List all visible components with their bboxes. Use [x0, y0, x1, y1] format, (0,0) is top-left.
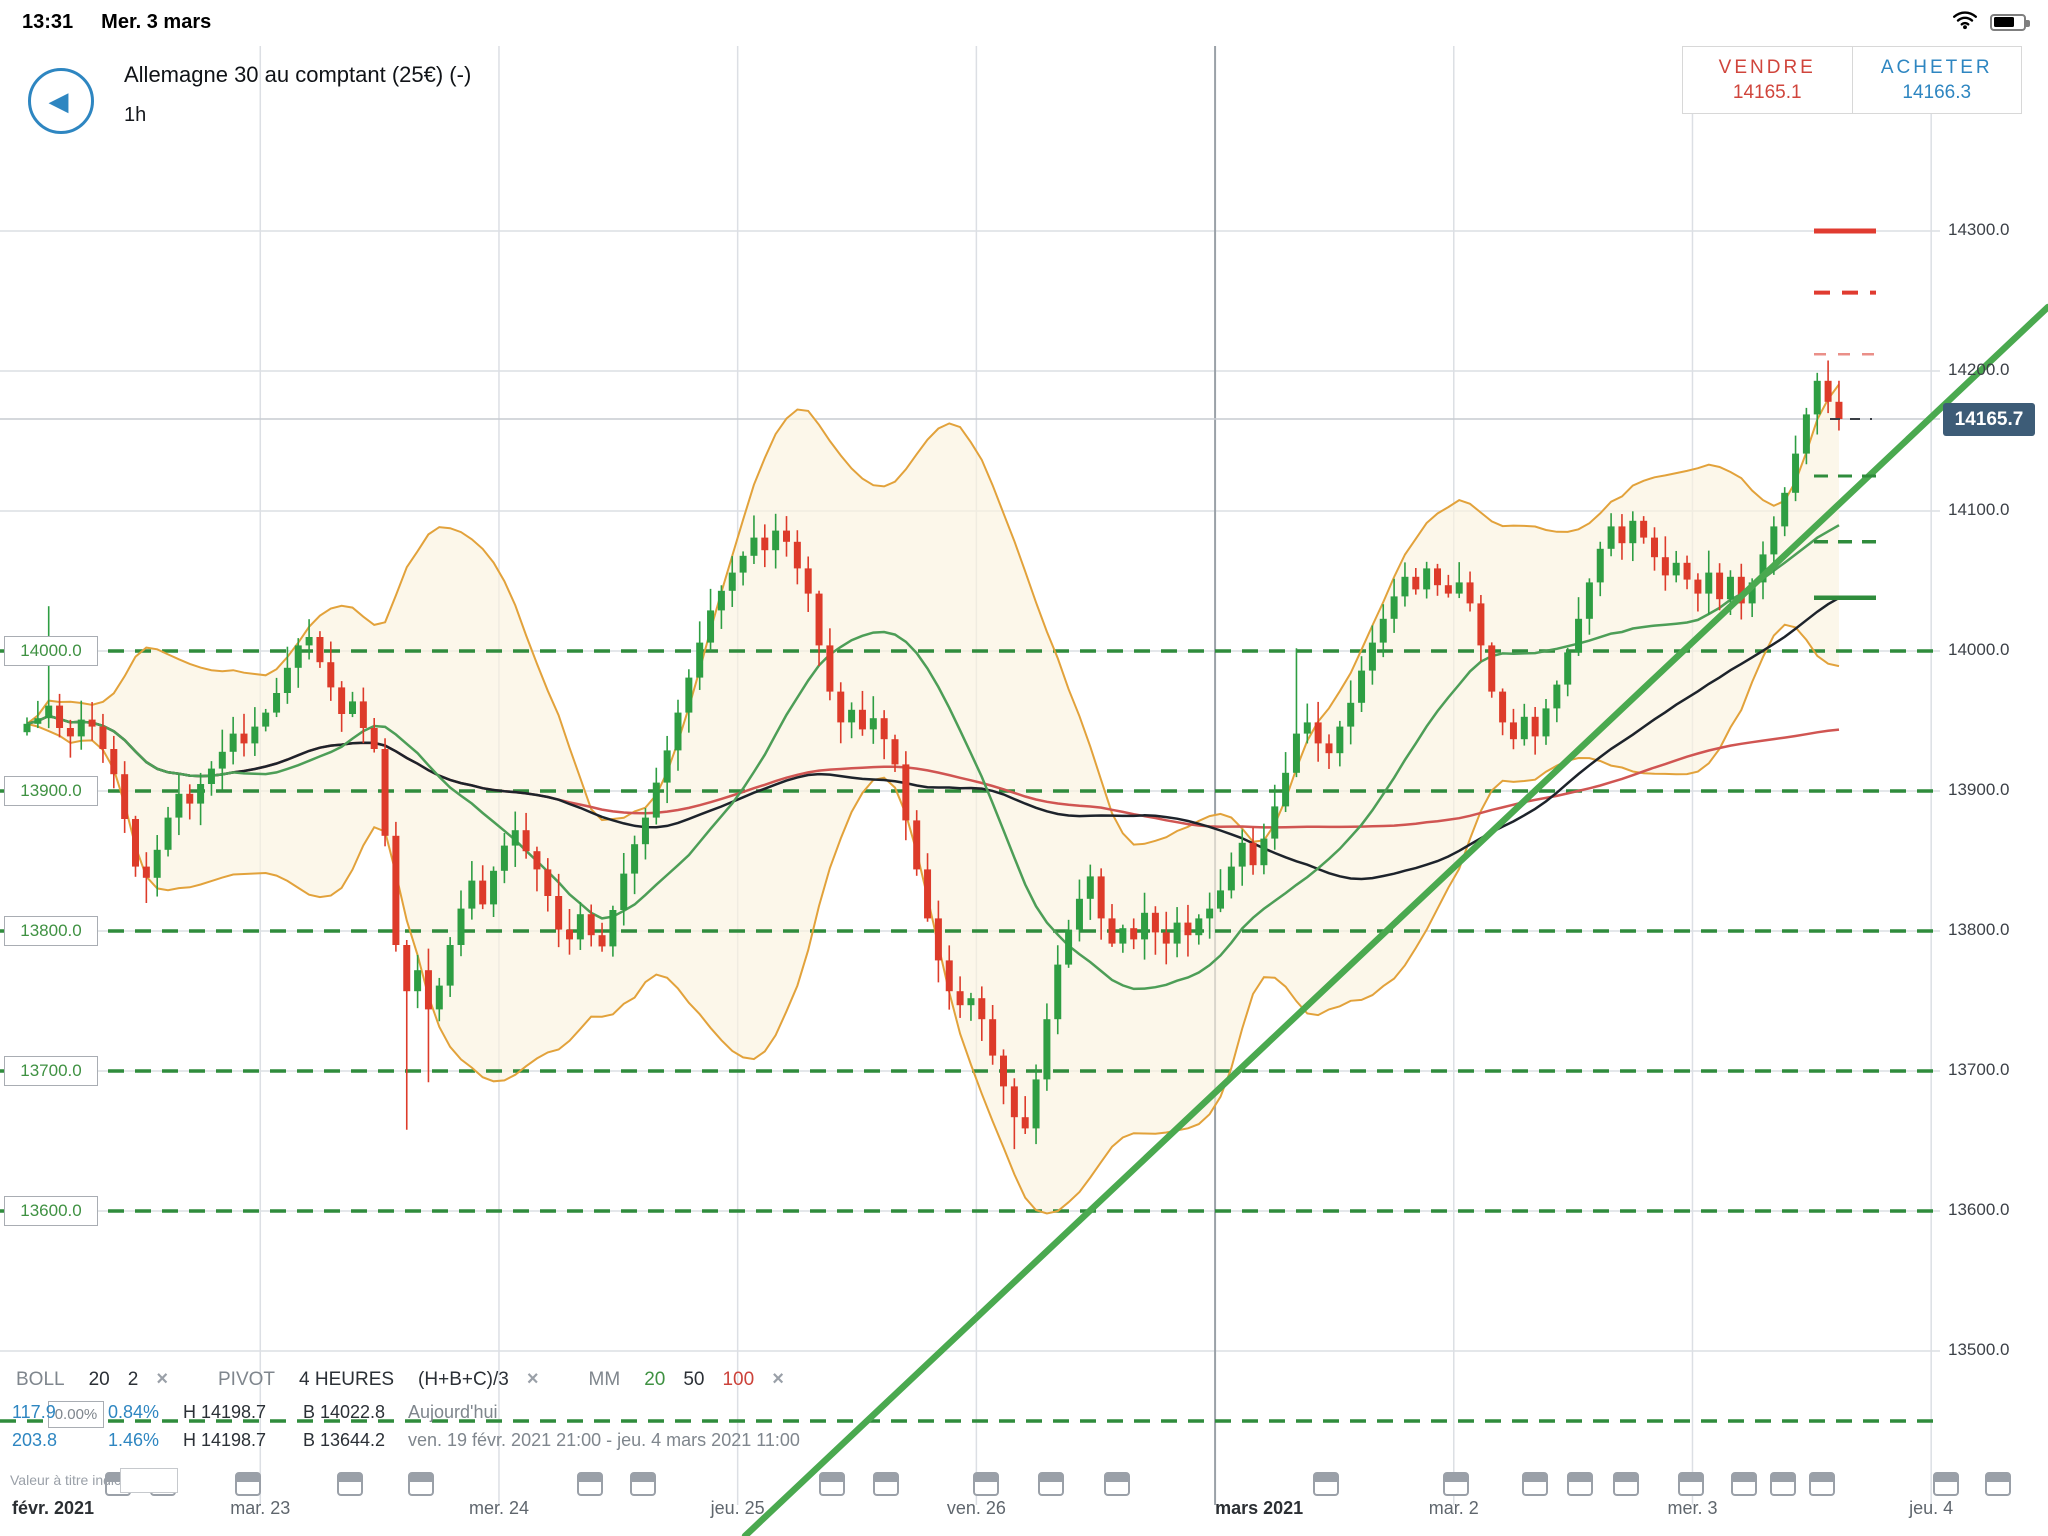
status-bar: 13:31 Mer. 3 mars — [0, 0, 2048, 40]
calendar-event-icon[interactable] — [1613, 1472, 1639, 1496]
calendar-event-icon[interactable] — [1313, 1472, 1339, 1496]
mm-indicator-label[interactable]: MM — [588, 1368, 621, 1390]
battery-icon — [1990, 13, 2030, 31]
timeframe-selector[interactable]: 1h — [124, 104, 147, 126]
instrument-title: Allemagne 30 au comptant (25€) (-) — [124, 62, 472, 87]
calendar-event-icon[interactable] — [1731, 1472, 1757, 1496]
indicator-bar: BOLL 20 2 × PIVOT 4 HEURES (H+B+C)/3 × M… — [16, 1368, 784, 1391]
pivot-period: 4 HEURES — [299, 1368, 395, 1390]
calendar-event-icon[interactable] — [1678, 1472, 1704, 1496]
price-axis-label: 14100.0 — [1948, 500, 2010, 519]
price-axis-label: 13600.0 — [1948, 1200, 2010, 1219]
boll-width-value: 117.9 — [12, 1402, 56, 1422]
date-axis-label: mars 2021 — [1215, 1498, 1304, 1518]
price-axis-label: 13700.0 — [1948, 1060, 2010, 1079]
status-date: Mer. 3 mars — [101, 10, 212, 33]
price-axis-label: 14200.0 — [1948, 360, 2010, 379]
date-axis-label: mer. 3 — [1667, 1498, 1718, 1518]
calendar-event-icon[interactable] — [1443, 1472, 1469, 1496]
back-arrow-icon: ◀ — [48, 86, 69, 116]
pivot-price-label: 14000.0 — [4, 636, 98, 666]
mm-period-20: 20 — [644, 1368, 666, 1390]
clock: 13:31 — [22, 10, 74, 33]
boll-deviation: 2 — [127, 1368, 139, 1390]
day-range-label: Aujourd'hui — [408, 1402, 498, 1422]
pivot-price-label: 13700.0 — [4, 1056, 98, 1086]
price-axis-label: 13800.0 — [1948, 920, 2010, 939]
price-axis-label: 13900.0 — [1948, 780, 2010, 799]
boll-width-percent: 0.84% — [108, 1402, 160, 1422]
sell-button[interactable]: VENDRE 14165.1 — [1683, 47, 1852, 113]
pivot-indicator-label[interactable]: PIVOT — [218, 1368, 276, 1390]
date-axis-label: févr. 2021 — [12, 1498, 95, 1518]
calendar-event-icon[interactable] — [235, 1472, 261, 1496]
mm-close-icon[interactable]: × — [772, 1368, 784, 1390]
percent-axis-label: 0.00% — [48, 1401, 104, 1428]
buy-label: ACHETER — [1880, 56, 1993, 78]
wifi-icon — [1952, 10, 1978, 35]
date-axis-label: mar. 2 — [1428, 1498, 1479, 1518]
price-axis-label: 14000.0 — [1948, 640, 2010, 659]
calendar-event-icon[interactable] — [1933, 1472, 1959, 1496]
pivot-close-icon[interactable]: × — [526, 1368, 539, 1390]
calendar-event-icon[interactable] — [1770, 1472, 1796, 1496]
sell-label: VENDRE — [1718, 56, 1816, 78]
pivot-formula: (H+B+C)/3 — [418, 1368, 509, 1390]
current-price-tag: 14165.7 — [1943, 403, 2035, 436]
pivot-price-label: 13600.0 — [4, 1196, 98, 1226]
calendar-event-icon[interactable] — [577, 1472, 603, 1496]
period-values-row: 203.8 1.46% H 14198.7 B 13644.2 ven. 19 … — [0, 1430, 1200, 1456]
period-range-label: ven. 19 févr. 2021 21:00 - jeu. 4 mars 2… — [408, 1430, 800, 1450]
buy-button[interactable]: ACHETER 14166.3 — [1853, 47, 2022, 113]
axis-label-box — [120, 1468, 178, 1493]
boll-close-icon[interactable]: × — [156, 1368, 168, 1390]
pivot-price-label: 13900.0 — [4, 776, 98, 806]
period-low: B 13644.2 — [303, 1430, 386, 1450]
calendar-event-icon[interactable] — [1567, 1472, 1593, 1496]
calendar-event-icon[interactable] — [873, 1472, 899, 1496]
date-axis-label: jeu. 25 — [710, 1498, 765, 1518]
date-axis-label: mer. 24 — [468, 1498, 529, 1518]
calendar-event-icon[interactable] — [337, 1472, 363, 1496]
date-axis-label: mar. 23 — [230, 1498, 291, 1518]
trade-buttons: VENDRE 14165.1 ACHETER 14166.3 — [1682, 46, 2022, 114]
calendar-event-icon[interactable] — [1985, 1472, 2011, 1496]
calendar-event-icon[interactable] — [630, 1472, 656, 1496]
mm-period-50: 50 — [683, 1368, 705, 1390]
period-width-value: 203.8 — [12, 1430, 58, 1450]
calendar-event-icon[interactable] — [819, 1472, 845, 1496]
period-high: H 14198.7 — [183, 1430, 267, 1450]
buy-price: 14166.3 — [1902, 81, 1972, 103]
calendar-event-icon[interactable] — [1522, 1472, 1548, 1496]
price-axis-label: 13500.0 — [1948, 1340, 2010, 1359]
calendar-event-icon[interactable] — [1038, 1472, 1064, 1496]
price-axis-label: 14300.0 — [1948, 220, 2010, 239]
calendar-event-icon[interactable] — [1809, 1472, 1835, 1496]
boll-values-row: 117.9 0.84% H 14198.7 B 14022.8 Aujourd'… — [0, 1402, 1200, 1428]
boll-indicator-label[interactable]: BOLL — [16, 1368, 65, 1390]
disclaimer-text: Valeur à titre indicatif — [10, 1472, 140, 1488]
sell-price: 14165.1 — [1732, 81, 1802, 103]
day-low: B 14022.8 — [303, 1402, 386, 1422]
boll-period: 20 — [88, 1368, 110, 1390]
pivot-price-label: 13800.0 — [4, 916, 98, 946]
period-width-percent: 1.46% — [108, 1430, 160, 1450]
trade-divider — [1851, 47, 1853, 113]
back-button[interactable]: ◀ — [28, 68, 94, 134]
mm-period-100: 100 — [722, 1368, 755, 1390]
calendar-event-icon[interactable] — [973, 1472, 999, 1496]
calendar-event-icon[interactable] — [1104, 1472, 1130, 1496]
day-high: H 14198.7 — [183, 1402, 267, 1422]
calendar-event-icon[interactable] — [408, 1472, 434, 1496]
date-axis-label: jeu. 4 — [1909, 1498, 1954, 1518]
date-axis-label: ven. 26 — [946, 1498, 1006, 1518]
